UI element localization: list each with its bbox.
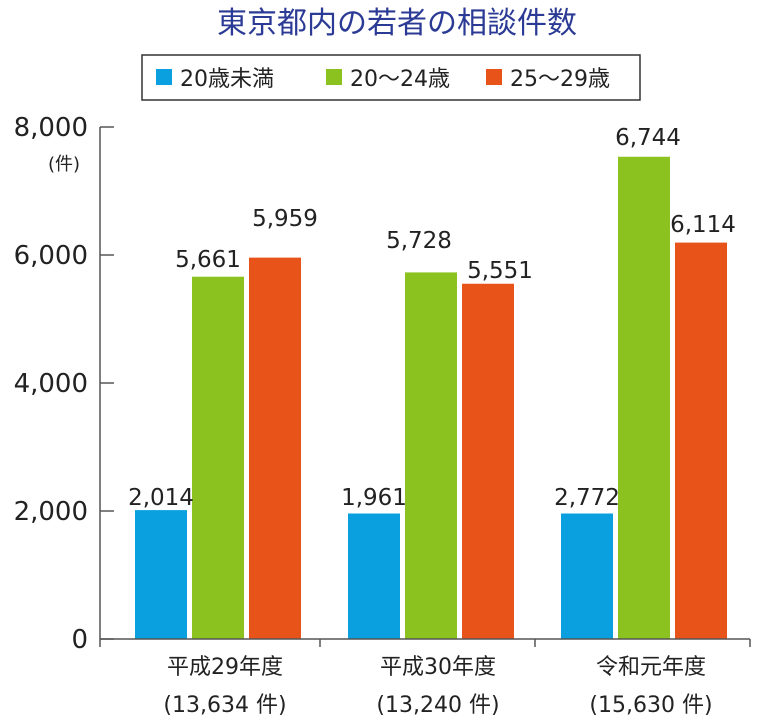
bar-under-20-1 — [135, 510, 187, 639]
bar-20-24-2 — [405, 272, 457, 639]
bars — [135, 156, 727, 640]
bar-25-29-2 — [462, 283, 514, 639]
data-label: 2,772 — [554, 485, 620, 511]
category-total-label: (13,634 件) — [163, 693, 286, 718]
data-label: 5,661 — [175, 247, 241, 273]
data-label: 1,961 — [341, 485, 407, 511]
data-label: 6,744 — [615, 125, 681, 151]
legend-label-20-24: 20～24歳 — [350, 67, 450, 92]
data-label: 5,728 — [386, 228, 452, 254]
category-label: 令和元年度 — [596, 655, 706, 680]
y-tick-label: 4,000 — [14, 369, 88, 399]
category-total-label: (15,630 件) — [589, 693, 712, 718]
y-tick-label: 2,000 — [14, 497, 88, 527]
legend-swatch-under-20 — [156, 69, 172, 85]
data-label: 5,551 — [467, 258, 533, 284]
y-axis: 0 2,000 4,000 6,000 8,000 — [14, 113, 114, 655]
category-label: 平成29年度 — [167, 655, 283, 680]
bar-under-20-3 — [561, 513, 613, 639]
legend-label-under-20: 20歳未満 — [180, 67, 274, 92]
legend: 20歳未満 20～24歳 25～29歳 — [141, 54, 641, 101]
category-labels: 平成29年度 (13,634 件) 平成30年度 (13,240 件) 令和元年度 (15… — [163, 655, 712, 718]
legend-swatch-25-29 — [486, 69, 502, 85]
category-label: 平成30年度 — [380, 655, 496, 680]
bar-20-24-1 — [192, 276, 244, 639]
legend-box — [141, 54, 641, 101]
y-tick-label: 0 — [71, 625, 88, 655]
chart-title: 東京都内の若者の相談件数 — [217, 6, 577, 41]
data-label: 6,114 — [670, 212, 736, 238]
y-tick-label: 6,000 — [14, 241, 88, 271]
y-tick-label: 8,000 — [14, 113, 88, 143]
bar-25-29-3 — [675, 242, 727, 640]
bar-20-24-3 — [618, 156, 670, 639]
data-label: 2,014 — [128, 485, 194, 511]
bar-under-20-2 — [348, 513, 400, 639]
data-labels: 2,014 5,661 5,959 1,961 5,728 5,551 2,772 6,744… — [128, 125, 736, 511]
x-axis-ticks — [99, 639, 751, 647]
category-total-label: (13,240 件) — [376, 693, 499, 718]
legend-swatch-20-24 — [326, 69, 342, 85]
y-axis-unit: (件) — [48, 154, 80, 175]
bar-25-29-1 — [249, 257, 301, 639]
data-label: 5,959 — [252, 206, 318, 232]
legend-label-25-29: 25～29歳 — [510, 67, 610, 92]
